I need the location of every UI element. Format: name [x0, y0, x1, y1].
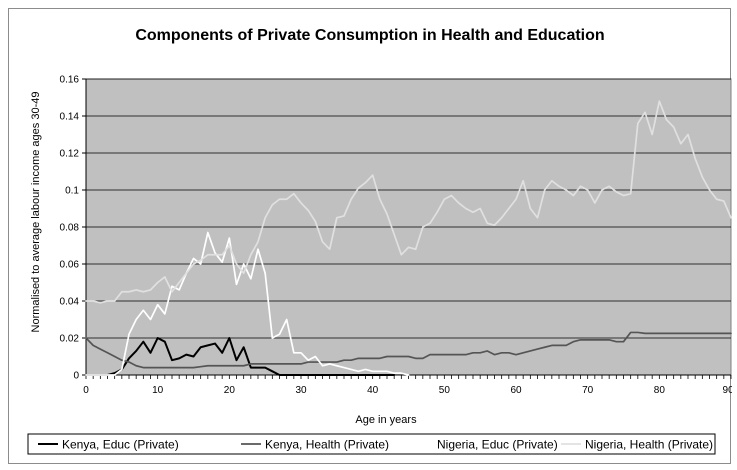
legend-label-2: Kenya, Health (Private) — [265, 438, 389, 452]
series-line-4 — [85, 100, 732, 304]
legend-box — [27, 433, 716, 455]
series-line-2 — [85, 331, 732, 369]
chart-title: Components of Private Consumption in Hea… — [135, 27, 604, 44]
series-line-3 — [85, 231, 410, 376]
x-tick-label: 60 — [510, 385, 522, 396]
x-tick-label: 50 — [439, 385, 451, 396]
x-tick-label: 30 — [295, 385, 307, 396]
legend: Kenya, Educ (Private) Kenya, Health (Priv… — [27, 433, 716, 455]
legend-label-3: Nigeria, Educ (Private) — [437, 438, 558, 452]
plot-area: 0 0.02 0.04 0.06 0.08 0.1 0.12 0.14 0.16 0 10 20 30 4… — [60, 75, 732, 397]
x-tick-label: 20 — [224, 385, 236, 396]
chart-frame: Components of Private Consumption in Hea… — [8, 8, 732, 464]
x-axis-label: Age in years — [355, 414, 417, 426]
legend-label-1: Kenya, Educ (Private) — [62, 438, 179, 452]
series-line-1 — [85, 337, 396, 376]
chart-svg: Components of Private Consumption in Hea… — [27, 27, 732, 455]
x-tick-label: 80 — [654, 385, 666, 396]
y-tick-label: 0.06 — [60, 260, 80, 271]
x-tick-label: 40 — [367, 385, 379, 396]
y-tick-label: 0.12 — [60, 149, 80, 160]
y-tick-label: 0 — [73, 371, 79, 382]
y-axis-label: Normalised to average labour income ages… — [30, 92, 42, 333]
x-tick-label: 70 — [582, 385, 594, 396]
y-tick-label: 0.1 — [65, 186, 79, 197]
x-tick-label: 10 — [152, 385, 164, 396]
y-tick-label: 0.14 — [60, 112, 80, 123]
y-tick-label: 0.08 — [60, 223, 80, 234]
x-tick-label: 90+ — [723, 385, 732, 396]
legend-label-4: Nigeria, Health (Private) — [585, 438, 713, 452]
y-tick-label: 0.04 — [60, 297, 80, 308]
y-tick-label: 0.02 — [60, 334, 80, 345]
y-tick-label: 0.16 — [60, 75, 80, 86]
x-tick-label: 0 — [83, 385, 89, 396]
